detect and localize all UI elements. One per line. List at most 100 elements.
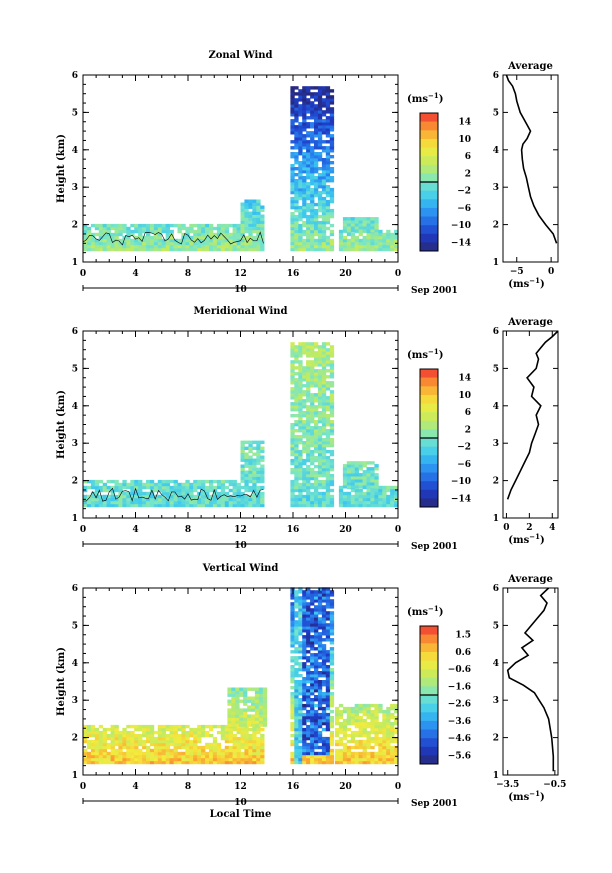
y-axis: 1 2 3 4 5 6 Height (km) bbox=[56, 327, 398, 524]
colorbar-tick-label: 10 bbox=[458, 135, 471, 145]
colorbar-band bbox=[420, 164, 438, 174]
y-tick-label: 2 bbox=[72, 477, 78, 487]
x-tick-label: 0 bbox=[80, 782, 86, 792]
y-axis-label: Height (km) bbox=[56, 390, 67, 459]
colorbar-tick-label: 14 bbox=[458, 374, 471, 384]
y-axis: 1 2 3 4 5 6 Height (km) bbox=[56, 71, 398, 268]
panel-title: Meridional Wind bbox=[193, 306, 287, 317]
colorbar-band bbox=[420, 225, 438, 234]
colorbar-band bbox=[420, 746, 438, 756]
colorbar-band bbox=[420, 677, 438, 687]
average-line bbox=[506, 330, 559, 500]
average-x-label-close: ) bbox=[540, 279, 545, 290]
colorbar-unit-sup: −1 bbox=[428, 604, 439, 613]
average-x-tick-label: 0 bbox=[503, 523, 509, 533]
average-title: Average bbox=[507, 574, 553, 585]
colorbar-band bbox=[420, 121, 438, 131]
colorbar-unit: (ms−1) bbox=[407, 91, 443, 105]
average-x-label: (ms−1) bbox=[508, 789, 544, 803]
colorbar-unit: (ms−1) bbox=[407, 347, 443, 361]
y-tick-label: 4 bbox=[72, 402, 78, 412]
y-axis-label: Height (km) bbox=[56, 134, 67, 203]
x-tick-label: 16 bbox=[287, 782, 300, 792]
colorbar-band bbox=[420, 669, 438, 678]
y-tick-label: 5 bbox=[72, 364, 78, 374]
colorbar: (ms−1) 14 10 6 2 −2 −6 −10 −14 bbox=[407, 91, 471, 252]
average-x-tick-label: 4 bbox=[549, 523, 555, 533]
average-y-tick-label: 4 bbox=[493, 146, 499, 156]
x-tick-label: 12 bbox=[234, 525, 247, 535]
y-tick-label: 4 bbox=[72, 659, 78, 669]
colorbar-band bbox=[420, 138, 438, 148]
date-axis: 10 Sep 2001 bbox=[82, 541, 458, 552]
average-y-tick-label: 4 bbox=[493, 659, 499, 669]
average-title: Average bbox=[507, 317, 553, 328]
colorbar-band bbox=[420, 446, 438, 456]
colorbar-band bbox=[420, 420, 438, 430]
colorbar: (ms−1) 1.5 0.6 −0.6 −1.6 −2.6 −3.6 −4.6 −5.6 bbox=[407, 604, 471, 765]
date-day-label: 10 bbox=[234, 285, 247, 295]
heatmap-cells bbox=[83, 587, 399, 765]
colorbar-band bbox=[420, 481, 438, 490]
colorbar-band bbox=[420, 403, 438, 413]
contour-line bbox=[82, 231, 264, 246]
x-tick-label: 0 bbox=[395, 782, 401, 792]
colorbar-unit-sup: −1 bbox=[428, 91, 439, 100]
average-y-tick-label: 3 bbox=[493, 183, 499, 193]
colorbar: (ms−1) 14 10 6 2 −2 −6 −10 −14 bbox=[407, 347, 471, 508]
colorbar-band bbox=[420, 233, 438, 243]
colorbar-band bbox=[420, 412, 438, 421]
colorbar-tick-label: −5.6 bbox=[448, 751, 471, 761]
x-tick-label: 12 bbox=[234, 269, 247, 279]
colorbar-tick-label: −0.6 bbox=[448, 665, 471, 675]
colorbar-band bbox=[420, 729, 438, 739]
colorbar-band bbox=[420, 173, 438, 183]
x-tick-label: 0 bbox=[80, 525, 86, 535]
colorbar-band bbox=[420, 712, 438, 722]
y-tick-label: 3 bbox=[72, 183, 78, 193]
average-x-label-sup: −1 bbox=[529, 532, 540, 541]
average-x-label: (ms−1) bbox=[508, 276, 544, 290]
date-month-label: Sep 2001 bbox=[411, 286, 458, 296]
x-tick-label: 20 bbox=[339, 525, 352, 535]
colorbar-band bbox=[420, 463, 438, 473]
colorbar-unit: (ms−1) bbox=[407, 604, 443, 618]
colorbar-tick-label: −6 bbox=[457, 460, 471, 470]
average-y-tick-label: 2 bbox=[493, 221, 499, 231]
average-x-label-sup: −1 bbox=[529, 276, 540, 285]
average-frame bbox=[502, 74, 559, 263]
average-y-tick-label: 5 bbox=[493, 621, 499, 631]
average-x-label-sup: −1 bbox=[529, 789, 540, 798]
colorbar-band bbox=[420, 182, 438, 191]
colorbar-tick-label: 2 bbox=[465, 425, 471, 435]
average-y-tick-label: 1 bbox=[493, 258, 499, 268]
average-x-tick-label: −3.5 bbox=[496, 780, 519, 790]
colorbar-tick-label: −4.6 bbox=[448, 734, 471, 744]
colorbar-band bbox=[420, 643, 438, 653]
average-x-tick-label: 2 bbox=[526, 523, 532, 533]
x-tick-label: 4 bbox=[132, 269, 138, 279]
x-tick-label: 8 bbox=[185, 269, 191, 279]
x-axis: 0 4 8 12 16 20 0 bbox=[80, 75, 401, 279]
colorbar-band bbox=[420, 755, 438, 765]
colorbar-band bbox=[420, 695, 438, 704]
colorbar-band bbox=[420, 216, 438, 226]
y-tick-label: 5 bbox=[72, 108, 78, 118]
x-tick-label: 0 bbox=[395, 525, 401, 535]
y-tick-label: 1 bbox=[72, 514, 78, 524]
x-tick-label: 16 bbox=[287, 525, 300, 535]
y-tick-label: 6 bbox=[72, 71, 78, 81]
average-frame bbox=[502, 587, 559, 776]
colorbar-band bbox=[420, 369, 438, 378]
colorbar-tick-label: 6 bbox=[465, 408, 471, 418]
colorbar-unit-close: ) bbox=[439, 94, 444, 105]
average-y-tick-label: 2 bbox=[493, 734, 499, 744]
colorbar-band bbox=[420, 113, 438, 122]
colorbar-band bbox=[420, 438, 438, 447]
colorbar-tick-label: 6 bbox=[465, 152, 471, 162]
colorbar-band bbox=[420, 498, 438, 508]
colorbar-tick-label: −10 bbox=[451, 221, 471, 231]
average-profile: Average 1 2 3 4 5 6 −5 0 (ms−1) bbox=[493, 61, 559, 290]
